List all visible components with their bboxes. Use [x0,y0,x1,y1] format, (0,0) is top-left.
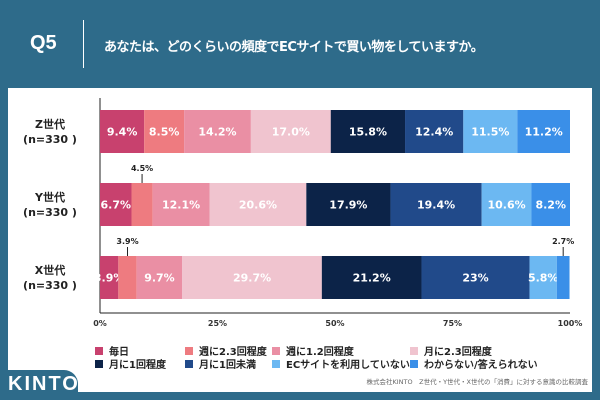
legend-label: 週に2.3回程度 [199,347,267,358]
data-label: 19.4% [417,199,455,212]
category-sample-size: (n=330 ) [23,206,77,219]
bar-segment [100,183,132,226]
legend-item: 週に1.2回程度 [272,343,354,358]
kinto-logo: KINTO [8,373,80,395]
x-tick-label: 0% [93,319,107,328]
callout-label: 3.9% [116,237,138,246]
data-label: 9.7% [144,272,175,285]
bar-segment [144,110,185,153]
legend-label: 週に1.2回程度 [286,347,354,358]
x-tick-label: 100% [558,319,583,328]
data-label: 11.2% [525,126,563,139]
data-label: 17.9% [329,199,367,212]
legend-swatch [272,359,280,368]
header-divider [83,20,84,68]
bar-segment [421,256,530,299]
bar-segment [463,110,518,153]
data-label: 9.4% [107,126,138,139]
bar-segment [405,110,464,153]
logo-tab [0,370,78,400]
category-label: Z世代 [35,117,65,131]
data-label: 12.1% [162,199,200,212]
data-label: 3.9% [94,272,125,285]
legend-label: 毎日 [109,347,129,358]
bar-segment [330,110,406,153]
bar-segment [321,256,422,299]
source-note: 株式会社KINTO Z世代・Y世代・X世代の「消費」に対する意識の比較調査 [366,378,588,386]
legend-label: 月に2.3回程度 [424,347,492,358]
x-tick-label: 50% [325,319,344,328]
bar-segment [100,110,145,153]
bar-segment [531,183,570,226]
question-title: あなたは、どのくらいの頻度でECサイトで買い物をしていますか。 [104,40,484,55]
bar-segment [131,183,153,226]
legend-item: 月に1回未満 [185,356,256,371]
bar-segment [209,183,307,226]
data-label: 8.2% [535,199,566,212]
bar-segment [184,110,251,153]
data-label: 23% [462,272,488,285]
bar-segment [481,183,532,226]
bar-segment [250,110,331,153]
category-sample-size: (n=330 ) [23,133,77,146]
data-label: 15.8% [349,126,387,139]
bar-segment [136,256,183,299]
bar-segment [390,183,482,226]
data-label: 6.7% [100,199,131,212]
legend-label: わからない/答えられない [424,360,538,371]
legend-label: ECサイトを利用していない [286,360,410,371]
bar-segment [306,183,391,226]
legend-swatch [185,346,193,355]
legend-swatch [95,359,103,368]
question-number: Q5 [30,32,57,54]
bar-segment [529,256,557,299]
data-label: 11.5% [471,126,509,139]
category-sample-size: (n=330 ) [23,279,77,292]
data-label: 21.2% [353,272,391,285]
data-label: 10.6% [487,199,525,212]
legend-swatch [410,346,418,355]
data-label: 12.4% [415,126,453,139]
category-label: X世代 [35,263,65,277]
x-tick-label: 25% [208,319,227,328]
legend-item: 毎日 [95,343,129,358]
legend-item: 月に2.3回程度 [410,343,492,358]
x-tick-label: 75% [443,319,462,328]
bar-segment [118,256,137,299]
callout-label: 4.5% [131,164,153,173]
legend-item: わからない/答えられない [410,356,538,371]
legend-swatch [95,346,103,355]
category-label: Y世代 [34,190,65,204]
data-label: 29.7% [233,272,271,285]
data-label: 8.5% [149,126,180,139]
legend-label: 月に1回未満 [199,360,256,371]
legend-swatch [410,359,418,368]
bar-segment [517,110,570,153]
bar-segment [556,256,570,299]
bar-segment [100,256,119,299]
callout-label: 2.7% [552,237,574,246]
data-label: 5.8% [528,272,559,285]
legend-item: ECサイトを利用していない [272,356,410,371]
data-label: 14.2% [198,126,236,139]
bar-segment [182,256,322,299]
legend-label: 月に1回程度 [109,360,166,371]
legend-swatch [272,346,280,355]
legend-swatch [185,359,193,368]
legend-item: 月に1回程度 [95,356,166,371]
legend-item: 週に2.3回程度 [185,343,267,358]
data-label: 17.0% [272,126,310,139]
bar-segment [152,183,210,226]
data-label: 20.6% [239,199,277,212]
